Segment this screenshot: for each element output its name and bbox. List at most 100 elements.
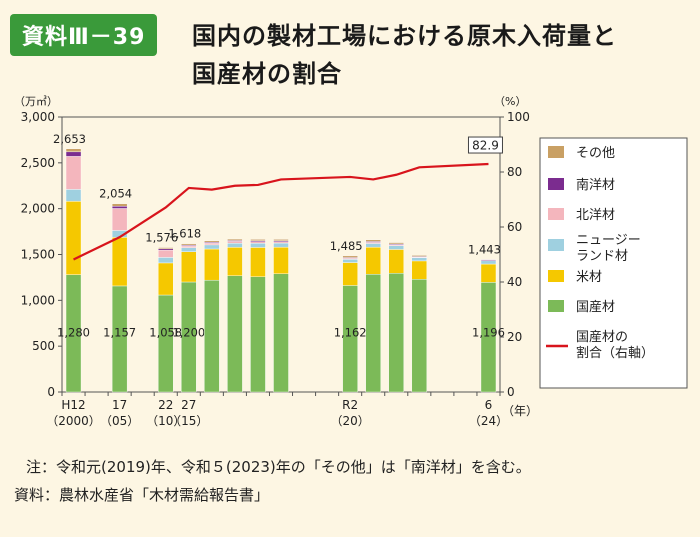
bar-segment (227, 247, 243, 276)
legend-label: ニュージー (576, 233, 641, 248)
legend-label: 国産材 (576, 299, 615, 315)
bar-segment (273, 239, 289, 241)
figure-number-badge: 資料Ⅲ－39 (10, 14, 158, 56)
bar-segment (250, 241, 266, 244)
bar-segment (227, 275, 243, 393)
y2-tick-label: 100 (507, 110, 530, 124)
legend-label: 南洋材 (576, 177, 615, 193)
bar-segment (365, 274, 381, 393)
bar-segment (342, 259, 358, 263)
bar-segment (480, 259, 497, 261)
bar-segment (227, 238, 243, 241)
bar-total-label: 2,054 (99, 187, 132, 201)
bar-segment (204, 242, 220, 246)
bar-segment (342, 255, 358, 258)
bar-segment (158, 247, 174, 249)
domestic-value-label: 1,200 (172, 325, 205, 339)
x-tick-label-year: （20） (331, 414, 370, 428)
x-tick-label: 22 (158, 398, 173, 412)
x-tick-label-year: （24） (469, 414, 508, 428)
y2-tick-label: 80 (507, 165, 522, 179)
x-tick-label-year: （05） (100, 414, 139, 428)
bar-segment (411, 255, 428, 257)
chart-title-line2: 国産材の割合 (192, 60, 342, 88)
domestic-value-label: 1,058 (149, 325, 182, 339)
bar-segment (480, 260, 497, 265)
domestic-value-label: 1,280 (57, 325, 90, 339)
x-tick-label-year: （2000） (46, 414, 101, 428)
bar-segment (204, 240, 220, 243)
bar-segment (365, 246, 381, 275)
bar-segment (273, 246, 289, 274)
bar-segment (181, 247, 197, 252)
bar-segment (365, 243, 381, 248)
footnote: 注：令和元(2019)年、令和５(2023)年の「その他」は「南洋材」を含む。 (26, 458, 531, 476)
y-tick-label: 3,000 (21, 110, 55, 124)
x-tick-label: 6 (485, 398, 493, 412)
legend-swatch (548, 146, 564, 158)
legend-swatch (548, 178, 564, 190)
legend-label: 北洋材 (576, 208, 615, 223)
bar-segment (181, 245, 197, 248)
line-end-label: 82.9 (472, 139, 499, 153)
bar-segment (250, 247, 266, 277)
y-tick-label: 1,500 (21, 248, 55, 262)
legend-label-line2: 割合（右軸） (576, 345, 654, 361)
y2-axis-unit: （%） (494, 95, 526, 108)
bar-segment (480, 263, 497, 283)
y2-tick-label: 40 (507, 275, 522, 289)
bar-segment (204, 279, 220, 393)
bar-segment (411, 279, 428, 393)
bar-segment (273, 273, 289, 393)
bar-segment (342, 262, 358, 286)
chart-title-line1: 国内の製材工場における原木入荷量と (192, 22, 617, 50)
y-tick-label: 2,500 (21, 156, 55, 170)
legend-label: その他 (576, 146, 615, 161)
bar-segment (158, 294, 174, 393)
x-tick-label: R2 (342, 398, 358, 412)
y2-tick-label: 0 (507, 385, 515, 399)
bar-segment (365, 239, 381, 242)
bar-segment (181, 251, 197, 283)
bar-segment (388, 249, 404, 274)
bar-segment (227, 241, 243, 244)
bar-segment (204, 244, 220, 250)
bar-segment (65, 189, 82, 202)
bar-segment (65, 156, 82, 190)
bar-segment (158, 262, 174, 296)
bar-segment (388, 245, 404, 250)
legend-label: 米材 (576, 270, 602, 285)
bar-segment (411, 260, 428, 280)
bar-segment (250, 276, 266, 393)
bar-segment (65, 201, 82, 275)
bar-segment (250, 239, 266, 241)
line-end-label-box (467, 136, 503, 154)
bar-segment (411, 257, 428, 262)
domestic-value-label: 1,157 (103, 325, 136, 339)
bar-segment (111, 208, 128, 231)
legend-swatch (548, 208, 564, 220)
bar-segment (111, 203, 128, 207)
y-tick-label: 0 (47, 385, 55, 399)
bar-segment (158, 257, 174, 264)
bar-total-label: 1,618 (168, 227, 201, 241)
bar-segment (273, 242, 289, 248)
bar-segment (388, 273, 404, 393)
legend-label-line2: ランド材 (576, 249, 628, 264)
domestic-value-label: 1,162 (334, 325, 367, 339)
bar-segment (158, 248, 174, 251)
bar-segment (158, 249, 174, 258)
bar-segment (111, 237, 128, 287)
bar-segment (181, 243, 197, 246)
y-tick-label: 500 (32, 339, 55, 353)
bar-total-label: 1,576 (145, 231, 178, 245)
y-tick-label: 2,000 (21, 202, 55, 216)
legend-swatch (548, 239, 564, 251)
bar-segment (250, 243, 266, 248)
x-axis-unit: （年） (502, 404, 538, 418)
legend-swatch (548, 300, 564, 312)
bar-segment (111, 205, 128, 209)
bar-segment (227, 243, 243, 248)
y-axis-unit: （万㎥） (14, 95, 58, 108)
bar-segment (65, 151, 82, 157)
